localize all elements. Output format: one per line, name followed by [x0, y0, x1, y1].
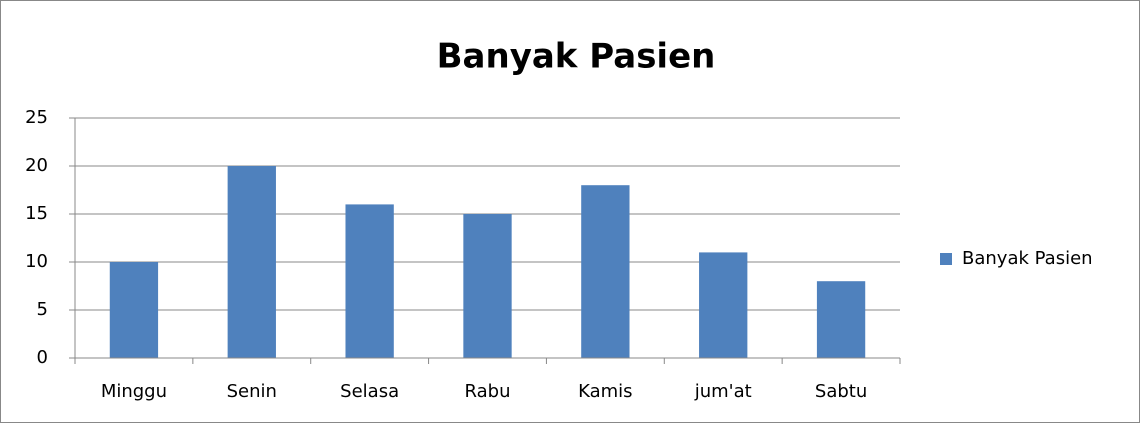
x-tick-label: jum'at: [694, 381, 752, 402]
y-tick-label: 5: [37, 299, 48, 320]
bar: [345, 204, 394, 358]
bar: [463, 214, 512, 358]
legend-label: Banyak Pasien: [962, 248, 1093, 269]
bar: [699, 252, 748, 358]
y-tick-label: 20: [25, 155, 48, 176]
chart-title: Banyak Pasien: [437, 37, 716, 77]
legend-swatch: [940, 253, 952, 265]
x-tick-label: Selasa: [340, 381, 399, 402]
y-tick-label: 0: [37, 347, 48, 368]
y-tick-label: 15: [25, 203, 48, 224]
bar: [227, 166, 276, 358]
x-tick-label: Sabtu: [815, 381, 867, 402]
bar: [581, 185, 630, 358]
y-tick-label: 10: [25, 251, 48, 272]
x-tick-label: Senin: [227, 381, 277, 402]
bar: [109, 262, 159, 358]
x-tick-label: Kamis: [578, 381, 632, 402]
bar: [816, 281, 866, 358]
x-tick-label: Rabu: [465, 381, 511, 402]
x-tick-label: Minggu: [101, 381, 167, 402]
y-tick-label: 25: [25, 107, 48, 128]
